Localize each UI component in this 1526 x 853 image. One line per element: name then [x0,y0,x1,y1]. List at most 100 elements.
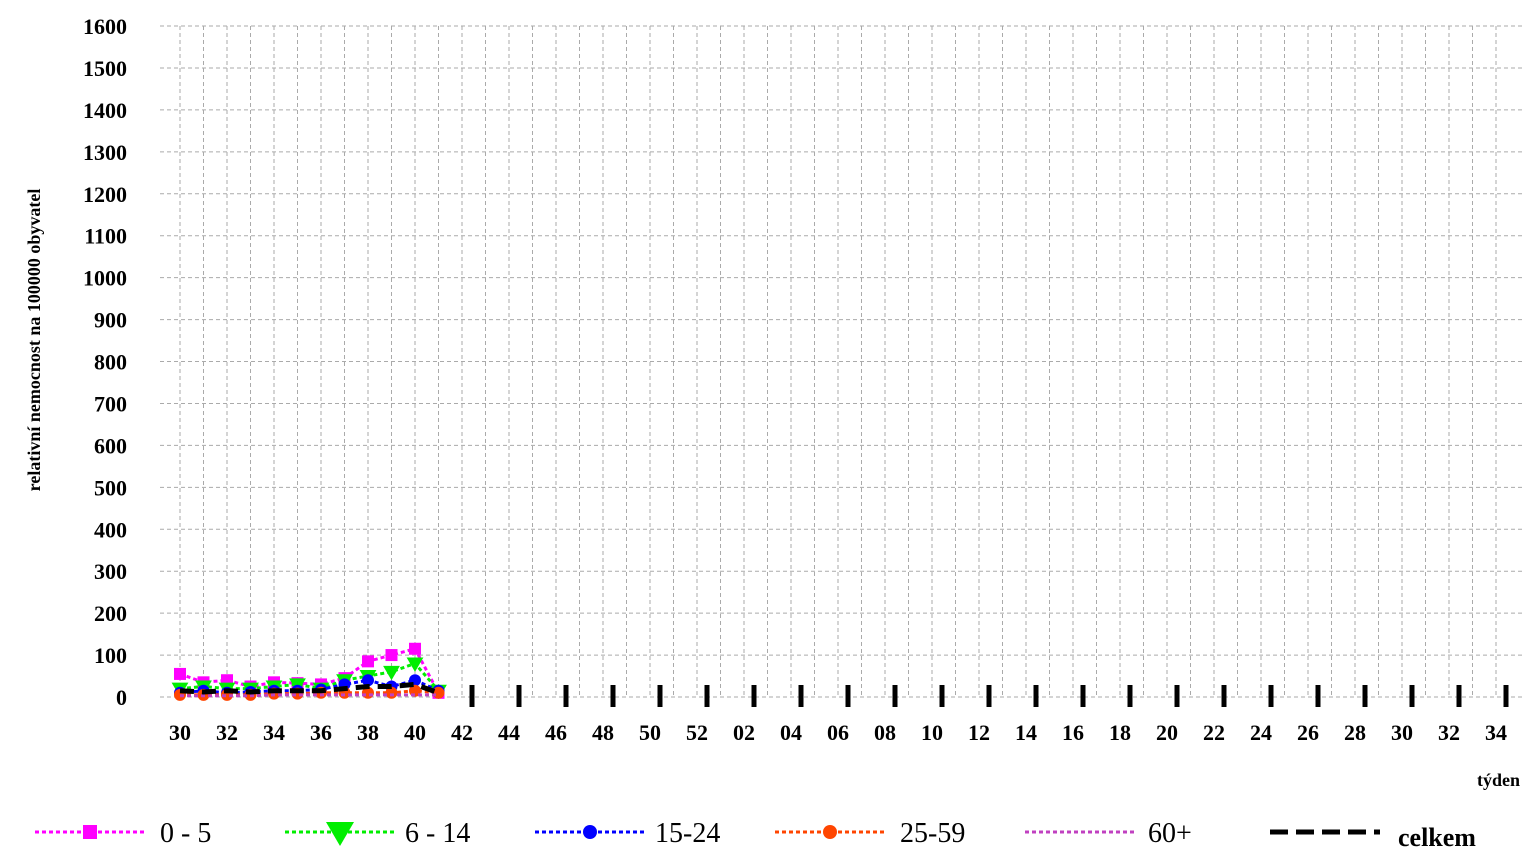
legend: 0 - 5 6 - 14 15-24 25-59 60+ celkem [35,818,1476,852]
x-tick-label: 32 [216,720,238,745]
x-tick-label: 12 [968,720,990,745]
legend-item: 0 - 5 [35,818,211,849]
legend-label: 15-24 [655,818,720,849]
zero-marker [845,685,851,707]
zero-marker [1268,685,1274,707]
marker-circle [583,825,597,839]
zero-marker [516,685,522,707]
zero-marker [1127,685,1133,707]
y-tick-label: 700 [94,391,127,416]
zero-markers [469,685,1509,707]
y-axis-label: relativní nemocnost na 100000 obyvatel [24,189,44,492]
legend-item: 15-24 [535,818,720,849]
zero-marker [892,685,898,707]
legend-item: celkem [1270,823,1476,852]
zero-marker [1033,685,1039,707]
x-tick-label: 24 [1250,720,1272,745]
y-tick-label: 200 [94,601,127,626]
zero-marker [563,685,569,707]
legend-label: 25-59 [900,818,965,849]
marker-triangle [383,665,400,681]
zero-marker [1362,685,1368,707]
x-tick-label: 16 [1062,720,1084,745]
y-tick-label: 400 [94,517,127,542]
zero-marker [1409,685,1415,707]
zero-marker [1221,685,1227,707]
x-tick-label: 36 [310,720,332,745]
x-tick-label: 42 [451,720,473,745]
marker-circle [362,674,374,687]
x-tick-label: 22 [1203,720,1225,745]
legend-item: 60+ [1025,818,1192,849]
legend-item: 6 - 14 [285,818,470,849]
x-tick-label: 20 [1156,720,1178,745]
zero-marker [1503,685,1509,707]
x-tick-label: 08 [874,720,896,745]
y-tick-label: 0 [116,685,127,710]
grid [160,25,1522,698]
x-tick-label: 48 [592,720,614,745]
y-tick-label: 1100 [84,224,127,249]
legend-item: 25-59 [775,818,965,849]
y-tick-label: 1000 [83,266,127,291]
zero-marker [986,685,992,707]
x-tick-label: 52 [686,720,708,745]
marker-circle [432,686,445,699]
zero-marker [1456,685,1462,707]
x-tick-label: 30 [1391,720,1413,745]
marker-square [362,655,374,668]
zero-marker [469,685,475,707]
zero-marker [939,685,945,707]
zero-marker [704,685,710,707]
zero-marker [1174,685,1180,707]
marker-square [174,667,186,680]
y-tick-label: 1600 [83,14,127,39]
y-tick-label: 300 [94,559,127,584]
marker-triangle [326,822,354,846]
y-tick-label: 500 [94,475,127,500]
x-tick-label: 18 [1109,720,1131,745]
series-line [180,693,439,698]
marker-square [409,642,421,655]
x-tick-label: 38 [357,720,379,745]
legend-label: 60+ [1148,818,1192,849]
marker-triangle [406,657,424,672]
legend-label: 6 - 14 [405,818,470,849]
y-tick-label: 800 [94,350,127,375]
x-tick-label: 30 [169,720,191,745]
x-tick-label: 40 [404,720,426,745]
x-tick-label: 50 [639,720,661,745]
x-axis-ticks: 30 32 34 36 38 40 42 44 46 48 50 52 02 04 06 08 10 12 14 16… [169,720,1507,745]
legend-label: 0 - 5 [160,818,211,849]
zero-marker [657,685,663,707]
x-tick-label: 44 [498,720,520,745]
marker-circle [385,686,398,699]
zero-marker [610,685,616,707]
x-tick-label: 14 [1015,720,1037,745]
x-tick-label: 34 [263,720,285,745]
x-tick-label: 04 [780,720,802,745]
y-axis-ticks: 0 100 200 300 400 500 600 700 800 900 1000 1100 1200… [83,14,127,710]
y-tick-label: 1500 [83,56,127,81]
marker-circle [823,825,837,839]
x-tick-label: 02 [733,720,755,745]
zero-marker [1080,685,1086,707]
marker-square [83,825,97,839]
zero-marker [1315,685,1321,707]
x-tick-label: 32 [1438,720,1460,745]
x-tick-label: 28 [1344,720,1366,745]
y-tick-label: 600 [94,433,127,458]
zero-marker [751,685,757,707]
legend-label: celkem [1398,823,1476,852]
marker-square [385,649,398,662]
y-tick-label: 1300 [83,140,127,165]
x-tick-label: 34 [1485,720,1507,745]
x-axis-label: týden [1477,770,1520,790]
y-tick-label: 100 [94,643,127,668]
y-tick-label: 1200 [83,182,127,207]
x-tick-label: 10 [921,720,943,745]
series-group [171,642,447,701]
x-tick-label: 06 [827,720,849,745]
x-tick-label: 26 [1297,720,1319,745]
